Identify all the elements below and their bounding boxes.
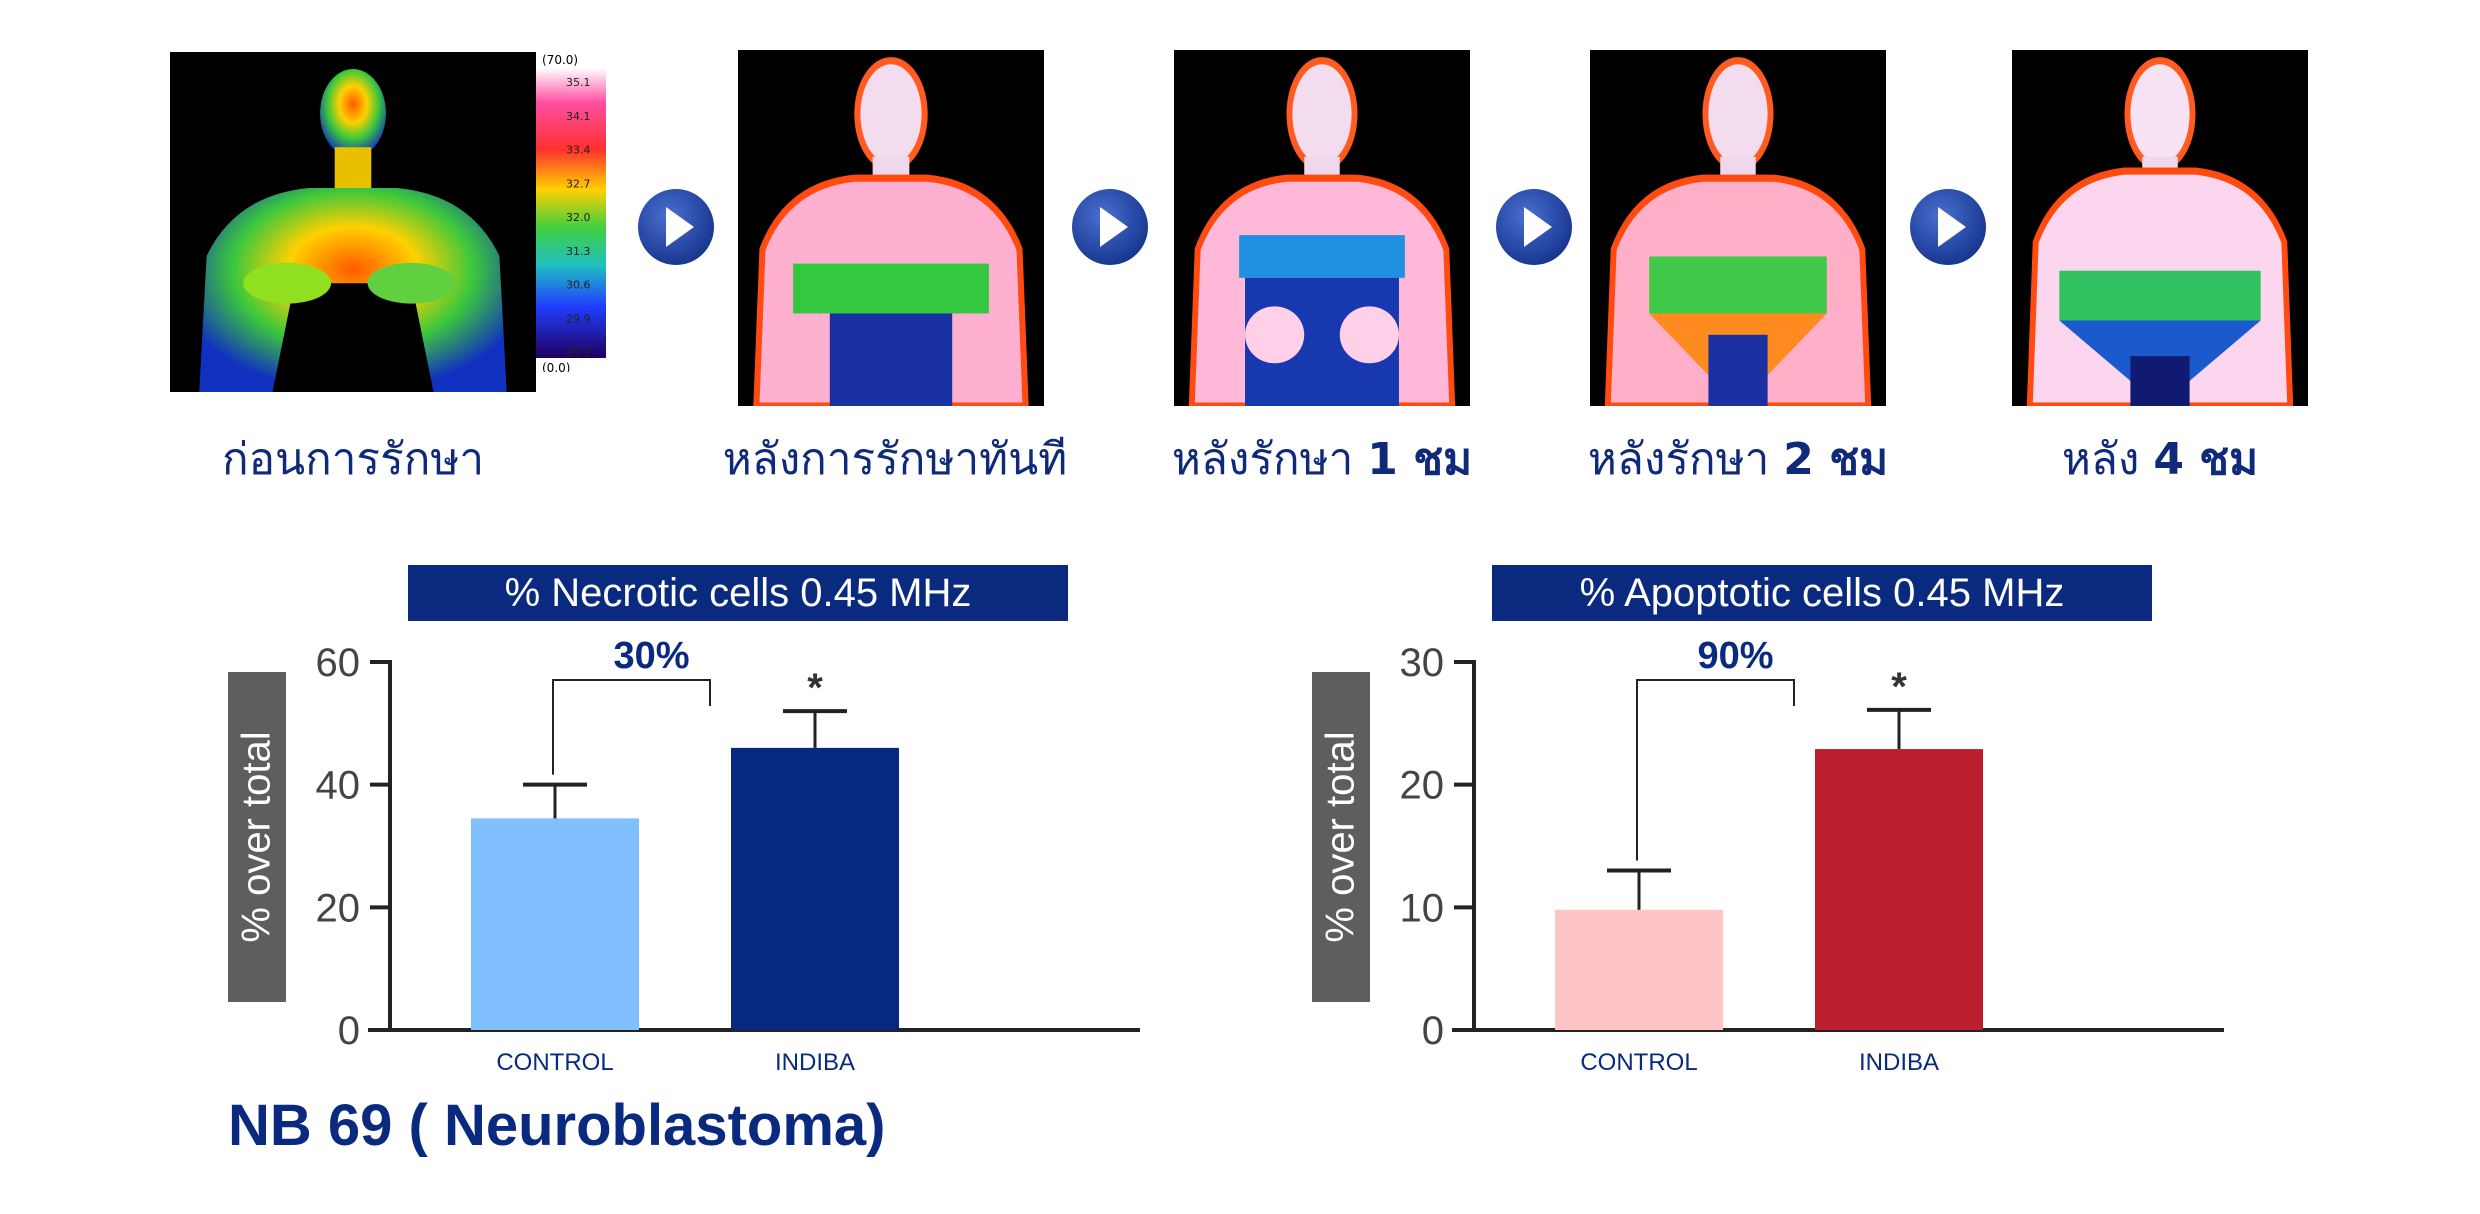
x-tick-label: INDIBA — [1859, 1049, 1939, 1076]
y-axis-label-text: % over total — [234, 731, 279, 943]
comparison-bracket — [1636, 679, 1795, 861]
scale-tick-label: 34.1 — [566, 110, 591, 123]
bar-control — [471, 818, 639, 1030]
caption-label: ก่อนการรักษา — [221, 434, 485, 485]
play-arrow-icon — [638, 189, 714, 265]
y-axis-label-necrotic: % over total — [228, 672, 286, 1002]
bar-indiba — [731, 747, 899, 1030]
caption-immediately-after: หลังการรักษาทันที — [700, 425, 1090, 495]
caption-before-treatment: ก่อนการรักษา — [170, 425, 536, 495]
temperature-scale: (70.0) (0.0) 35.1 34.1 33.4 32.7 32.0 31.3 30.… — [536, 53, 606, 372]
chart-title-necrotic: % Necrotic cells 0.45 MHz — [408, 565, 1068, 621]
y-tick-label: 60 — [316, 641, 361, 685]
footer-cell-line-label: NB 69 ( Neuroblastoma) — [228, 1093, 886, 1158]
thermal-image-4h-after — [2012, 50, 2308, 406]
scale-bottom-label: (0.0) — [542, 361, 570, 372]
thermal-image-immediately-after — [738, 50, 1044, 406]
y-tick-label: 20 — [1400, 764, 1445, 808]
caption-label: หลังรักษา — [1171, 434, 1368, 485]
bar-chart-necrotic: 0 20 40 60 CONTROL INDIBA * 30% — [316, 635, 1140, 1076]
caption-label: หลังรักษา — [1587, 434, 1784, 485]
scale-tick-label: 31.3 — [566, 245, 591, 258]
caption-2h-after: หลังรักษา 2 ชม — [1566, 425, 1910, 495]
x-tick-label: INDIBA — [775, 1049, 855, 1076]
thermal-image-1h-after — [1174, 50, 1470, 406]
scale-tick-label: 32.0 — [566, 211, 591, 224]
y-tick-label: 30 — [1400, 641, 1445, 685]
caption-label: หลัง — [2061, 434, 2154, 485]
scale-tick-label: 32.7 — [566, 177, 591, 190]
scale-tick-label: 33.4 — [566, 144, 591, 157]
bracket-percentage-label: 90% — [1697, 635, 1773, 677]
play-arrow-icon — [1910, 189, 1986, 265]
x-tick-label: CONTROL — [496, 1049, 613, 1076]
chart-title-apoptotic: % Apoptotic cells 0.45 MHz — [1492, 565, 2152, 621]
y-tick-label: 0 — [338, 1009, 360, 1053]
y-axis-label-text: % over total — [1318, 731, 1363, 943]
y-tick-label: 0 — [1422, 1009, 1444, 1053]
bar-chart-apoptotic: 0 10 20 30 CONTROL INDIBA * 90% — [1400, 635, 2224, 1076]
scale-top-label: (70.0) — [542, 53, 578, 67]
caption-label: หลังการรักษาทันที — [722, 434, 1068, 485]
bracket-percentage-label: 30% — [613, 635, 689, 677]
caption-time: 1 ชม — [1367, 434, 1473, 485]
scale-tick-label: 29.2 — [566, 346, 591, 359]
play-arrow-icon — [1072, 189, 1148, 265]
play-arrow-icon — [1496, 189, 1572, 265]
chart-necrotic: 0 20 40 60 CONTROL INDIBA * 30% — [290, 620, 1150, 1090]
caption-1h-after: หลังรักษา 1 ชม — [1150, 425, 1494, 495]
caption-4h-after: หลัง 4 ชม — [2000, 425, 2320, 495]
x-tick-label: CONTROL — [1580, 1049, 1697, 1076]
y-tick-label: 20 — [316, 886, 361, 930]
significance-marker: * — [1891, 665, 1907, 709]
comparison-bracket — [552, 679, 711, 775]
caption-time: 4 ชม — [2153, 434, 2259, 485]
scale-tick-label: 35.1 — [566, 76, 591, 89]
significance-marker: * — [807, 666, 823, 710]
y-tick-label: 10 — [1400, 886, 1445, 930]
caption-time: 2 ชม — [1783, 434, 1889, 485]
scale-tick-label: 30.6 — [566, 279, 591, 292]
thermal-image-2h-after — [1590, 50, 1886, 406]
thermal-image-before — [170, 52, 536, 392]
scale-tick-label: 29.9 — [566, 312, 591, 325]
bar-control — [1555, 909, 1723, 1030]
y-tick-label: 40 — [316, 764, 361, 808]
chart-apoptotic: 0 10 20 30 CONTROL INDIBA * 90% — [1374, 620, 2234, 1090]
y-axis-label-apoptotic: % over total — [1312, 672, 1370, 1002]
bar-indiba — [1815, 749, 1983, 1030]
